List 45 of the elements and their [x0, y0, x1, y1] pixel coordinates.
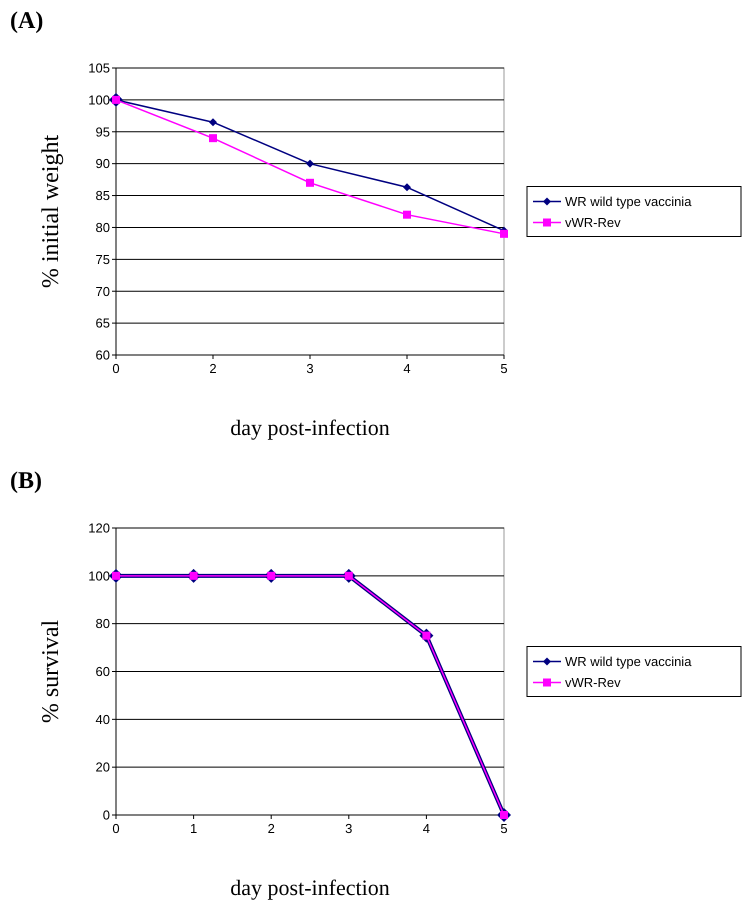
y-tick-label: 105	[88, 60, 110, 76]
x-tick-label: 3	[345, 821, 352, 836]
y-tick-label: 70	[96, 284, 110, 299]
y-tick-label: 95	[96, 124, 110, 140]
y-tick-label: 75	[96, 252, 110, 267]
y-tick-label: 120	[88, 520, 110, 536]
y-tick-label: 80	[96, 616, 110, 632]
y-tick-label: 0	[102, 808, 110, 823]
x-tick-label: 2	[209, 361, 217, 376]
x-tick-label: 5	[500, 821, 508, 836]
y-tick-label: 85	[96, 188, 110, 204]
legend-label: WR wild type vaccinia	[565, 194, 692, 210]
x-tick-label: 1	[190, 821, 198, 836]
point	[209, 134, 217, 142]
x-tick-label: 5	[500, 361, 508, 376]
point	[500, 230, 508, 238]
x-tick-label: 4	[403, 361, 411, 376]
x-tick-label: 2	[268, 821, 275, 836]
y-tick-label: 100	[88, 92, 110, 108]
x-tick-label: 3	[306, 361, 314, 376]
point	[403, 183, 411, 192]
y-tick-label: 80	[96, 220, 110, 235]
y-tick-label: 65	[96, 316, 110, 331]
chart-title: (A)	[10, 8, 44, 34]
point	[209, 118, 217, 126]
y-tick-label: 60	[96, 664, 110, 680]
point	[306, 160, 314, 168]
y-tick-label: 20	[96, 760, 110, 775]
point	[306, 178, 314, 187]
legend-label: WR wild type vaccinia	[565, 654, 692, 670]
legend-label: vWR-Rev	[565, 215, 622, 230]
y-axis-title: % initial weight	[38, 134, 64, 288]
legend-label: vWR-Rev	[565, 675, 622, 690]
y-axis-title: % survival	[38, 620, 64, 724]
x-axis-title: day post-infection	[230, 875, 390, 900]
x-tick-label: 4	[422, 821, 430, 836]
x-tick-label: 0	[112, 361, 120, 376]
x-tick-label: 0	[112, 821, 120, 836]
point	[403, 210, 411, 219]
y-tick-label: 100	[88, 568, 110, 584]
y-tick-label: 90	[96, 156, 110, 172]
y-tick-label: 60	[96, 348, 110, 363]
y-tick-label: 40	[96, 712, 110, 727]
chart-title: (B)	[10, 468, 42, 494]
x-axis-title: day post-infection	[230, 415, 390, 440]
